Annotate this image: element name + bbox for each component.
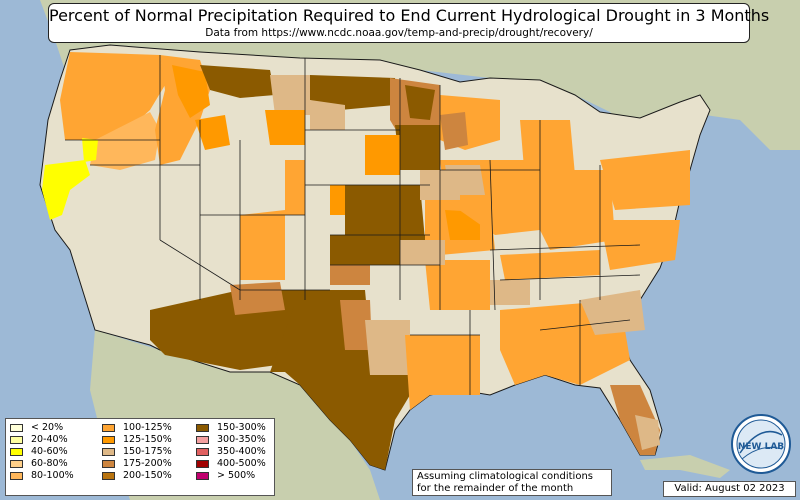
legend-item: 175-200%	[102, 458, 172, 470]
region-ca-yellow2	[82, 138, 98, 162]
region-mt-orange	[265, 110, 305, 145]
region-ks-east-tan	[400, 240, 445, 265]
region-ca-yellow	[42, 160, 90, 220]
region-ks-brown	[345, 185, 425, 240]
legend-swatch	[196, 436, 209, 444]
legend-item: 300-350%	[196, 434, 266, 446]
legend-label: 150-300%	[217, 422, 266, 433]
region-co-ut-orange	[240, 210, 285, 280]
legend-item: 100-125%	[102, 422, 172, 434]
legend-swatch	[196, 472, 209, 480]
legend-swatch	[10, 460, 23, 468]
assumption-note: Assuming climatological conditions for t…	[412, 469, 612, 496]
legend-swatch	[10, 436, 23, 444]
legend-item: 150-300%	[196, 422, 266, 434]
legend-item: > 500%	[196, 470, 266, 482]
legend-swatch	[10, 472, 23, 480]
legend-item: 20-40%	[10, 434, 74, 446]
cuba-land	[640, 455, 730, 478]
legend-label: 20-40%	[31, 434, 68, 445]
legend-label: 80-100%	[31, 470, 74, 481]
legend-swatch	[102, 472, 115, 480]
legend-item: < 20%	[10, 422, 74, 434]
legend-item: 400-500%	[196, 458, 266, 470]
legend-label: 400-500%	[217, 458, 266, 469]
legend-item: 80-100%	[10, 470, 74, 482]
note-line-1: Assuming climatological conditions	[417, 471, 593, 482]
legend-column-1: < 20% 20-40% 40-60% 60-80% 80-100%	[10, 422, 74, 482]
region-oh-ky	[540, 170, 615, 250]
region-az-light	[230, 282, 285, 315]
region-mt-tan	[270, 75, 310, 115]
legend-item: 350-400%	[196, 446, 266, 458]
region-mid-tan	[490, 280, 530, 305]
legend: < 20% 20-40% 40-60% 60-80% 80-100% 100-1…	[5, 418, 275, 496]
logo-text: NEW LAB	[738, 442, 784, 452]
legend-swatch	[10, 448, 23, 456]
region-ne-orange	[365, 135, 400, 175]
region-ia-brown	[395, 125, 440, 170]
legend-label: 100-125%	[123, 422, 172, 433]
legend-label: 175-200%	[123, 458, 172, 469]
region-wy-orange	[195, 115, 230, 150]
legend-label: < 20%	[31, 422, 64, 433]
legend-swatch	[102, 460, 115, 468]
map-subtitle: Data from https://www.ncdc.noaa.gov/temp…	[205, 27, 593, 39]
region-sd-tan	[310, 100, 345, 130]
legend-item: 40-60%	[10, 446, 74, 458]
title-box: Percent of Normal Precipitation Required…	[48, 3, 770, 43]
legend-item: 125-150%	[102, 434, 172, 446]
region-ok-tan	[330, 265, 370, 285]
legend-label: 300-350%	[217, 434, 266, 445]
legend-label: 60-80%	[31, 458, 68, 469]
legend-label: 150-175%	[123, 446, 172, 457]
legend-swatch	[102, 424, 115, 432]
legend-label: 125-150%	[123, 434, 172, 445]
legend-column-2: 100-125% 125-150% 150-175% 175-200% 200-…	[102, 422, 172, 482]
region-wi-brown	[440, 112, 468, 150]
region-fl-south	[635, 415, 660, 450]
legend-label: > 500%	[217, 470, 256, 481]
new-lab-logo: NEW LAB	[731, 414, 791, 474]
legend-swatch	[10, 424, 23, 432]
legend-swatch	[196, 460, 209, 468]
region-tx	[270, 290, 410, 470]
region-or-east	[90, 112, 160, 170]
legend-swatch	[196, 424, 209, 432]
region-mn-dark	[405, 85, 435, 120]
legend-column-3: 150-300% 300-350% 350-400% 400-500% > 50…	[196, 422, 266, 482]
region-idaho-east	[172, 65, 210, 118]
region-nd-brown	[310, 75, 395, 110]
region-mi	[520, 120, 575, 180]
legend-label: 40-60%	[31, 446, 68, 457]
legend-label: 350-400%	[217, 446, 266, 457]
legend-item: 150-175%	[102, 446, 172, 458]
legend-swatch	[102, 436, 115, 444]
legend-item: 200-150%	[102, 470, 172, 482]
legend-label: 200-150%	[123, 470, 172, 481]
legend-swatch	[196, 448, 209, 456]
region-tx-east-tan	[365, 320, 410, 375]
region-wy-co-orange	[285, 160, 305, 215]
region-pa-ny	[600, 150, 690, 210]
note-line-2: for the remainder of the month	[417, 483, 574, 494]
region-ar	[425, 260, 490, 310]
valid-date: Valid: August 02 2023	[663, 481, 796, 497]
map-title: Percent of Normal Precipitation Required…	[49, 6, 770, 25]
state-borders	[65, 55, 641, 395]
legend-item: 60-80%	[10, 458, 74, 470]
legend-swatch	[102, 448, 115, 456]
region-mt-brown	[200, 65, 275, 98]
region-tx-tan	[340, 300, 372, 350]
region-la-ms	[405, 335, 480, 410]
region-tn	[500, 250, 600, 280]
